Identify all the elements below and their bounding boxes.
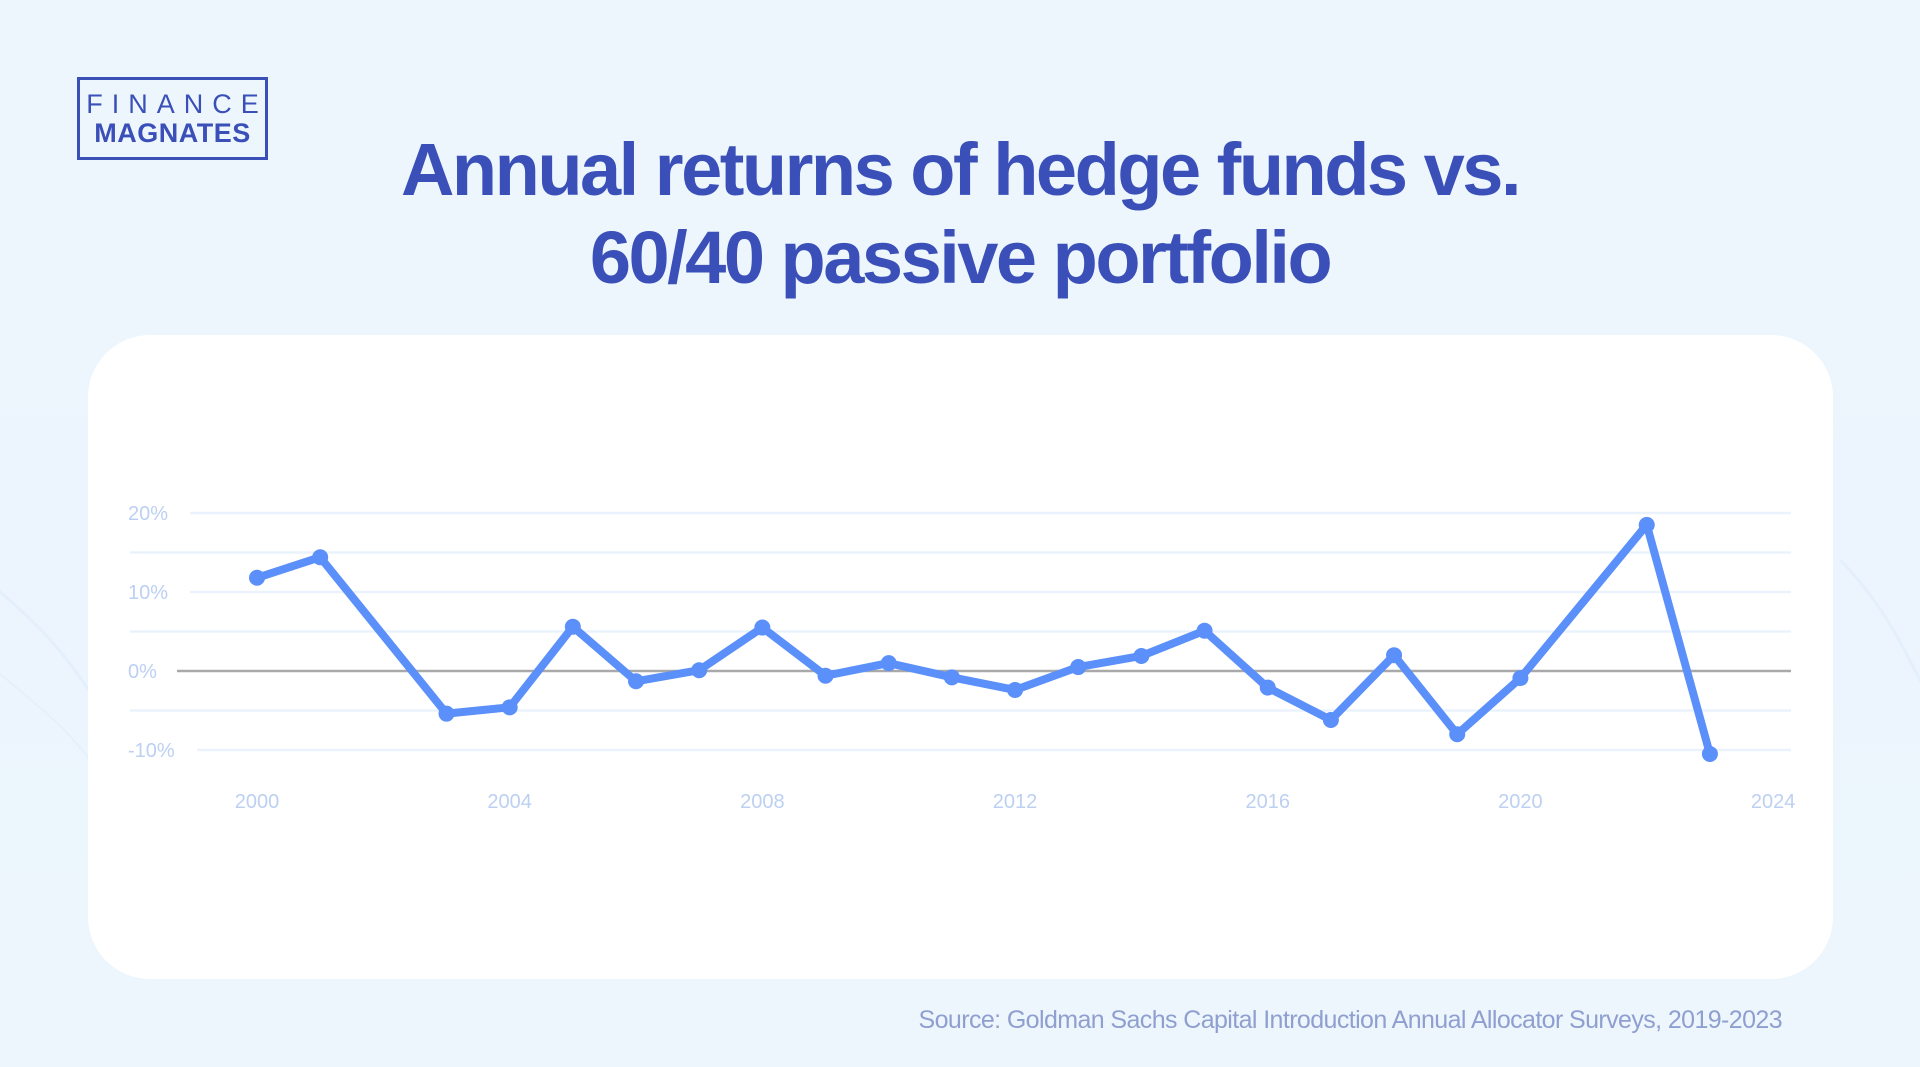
logo-line-1: FINANCE xyxy=(86,88,268,119)
data-point-marker xyxy=(1638,516,1655,533)
data-point-marker xyxy=(1259,679,1276,696)
logo-line-2: MAGNATES xyxy=(94,117,251,148)
x-tick-label: 2004 xyxy=(487,791,532,813)
gridlines xyxy=(130,511,1791,752)
data-point-marker xyxy=(1322,711,1339,728)
y-tick-label: 0% xyxy=(128,661,157,683)
x-tick-label: 2000 xyxy=(235,791,280,813)
data-point-marker xyxy=(1512,670,1529,687)
source-note: Source: Goldman Sachs Capital Introducti… xyxy=(918,1006,1783,1034)
x-tick-label: 2012 xyxy=(993,791,1038,813)
data-series xyxy=(249,516,1718,762)
data-point-marker xyxy=(628,673,645,690)
data-point-marker xyxy=(691,662,708,679)
data-point-marker xyxy=(564,618,581,635)
x-axis-labels: 2000 2004 2008 2012 2016 2020 2024 xyxy=(235,791,1796,813)
data-point-marker xyxy=(1449,726,1466,743)
x-tick-label: 2008 xyxy=(740,791,785,813)
data-point-marker xyxy=(1133,647,1150,664)
y-tick-label: 20% xyxy=(128,503,168,525)
chart-title-line-1: Annual returns of hedge funds vs. xyxy=(400,128,1522,211)
data-point-marker xyxy=(817,667,834,684)
x-tick-label: 2024 xyxy=(1751,791,1796,813)
x-tick-label: 2016 xyxy=(1245,791,1290,813)
data-point-marker xyxy=(1386,647,1403,664)
data-point-marker xyxy=(1007,681,1024,698)
data-point-marker xyxy=(438,705,455,722)
series-line xyxy=(253,520,1714,758)
data-point-marker xyxy=(880,655,897,672)
y-tick-label: 10% xyxy=(128,582,168,604)
data-point-marker xyxy=(943,669,960,686)
x-tick-label: 2020 xyxy=(1498,791,1543,813)
data-point-marker xyxy=(1070,659,1087,676)
y-tick-label: -10% xyxy=(128,740,175,762)
data-point-marker xyxy=(754,619,771,636)
chart-title: Annual returns of hedge funds vs. 60/40 … xyxy=(0,126,1920,302)
data-point-marker xyxy=(312,549,329,566)
data-point-marker xyxy=(1701,745,1718,762)
y-axis-labels: 20% 10% 0% -10% xyxy=(128,503,175,762)
data-point-marker xyxy=(501,699,518,716)
finance-magnates-logo: FINANCE MAGNATES xyxy=(77,77,268,160)
data-point-marker xyxy=(249,569,265,586)
data-point-marker xyxy=(1196,622,1213,639)
chart-title-line-2: 60/40 passive portfolio xyxy=(589,216,1333,299)
